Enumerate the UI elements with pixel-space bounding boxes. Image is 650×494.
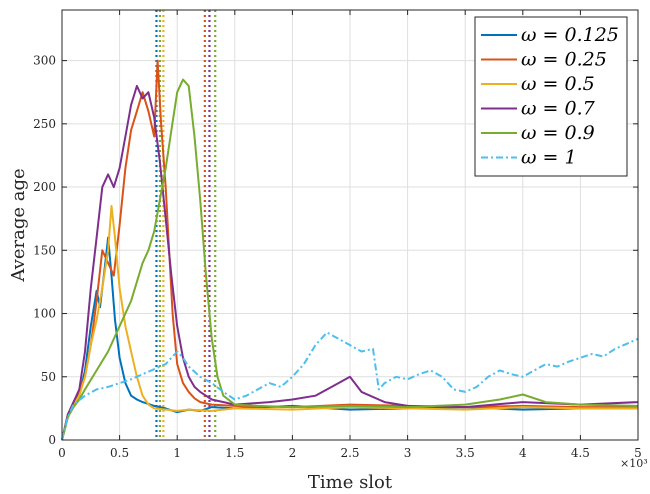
y-tick-label: 250 xyxy=(33,117,56,131)
x-tick-label: 1.5 xyxy=(225,446,244,460)
legend: ω = 0.125 ω = 0.25ω = 0.5 ω = 0.7ω = 0.9 ω … xyxy=(474,16,628,177)
series-line xyxy=(61,331,639,441)
legend-label: ω = 0.7 xyxy=(521,98,596,120)
x-tick-label: 1 xyxy=(173,446,181,460)
x-tick-label: 0 xyxy=(58,446,66,460)
x-tick-label: 0.5 xyxy=(110,446,129,460)
y-tick-label: 150 xyxy=(33,243,56,257)
legend-label: ω = 0.25 xyxy=(521,49,607,71)
y-tick-label: 300 xyxy=(33,54,56,68)
y-tick-label: 200 xyxy=(33,180,56,194)
x-tick-label: 4 xyxy=(519,446,527,460)
x-axis-label: Time slot xyxy=(308,472,393,493)
legend-label: ω = 0.125 xyxy=(521,24,619,46)
series-line xyxy=(61,236,638,441)
y-tick-label: 0 xyxy=(48,433,56,447)
series-line xyxy=(61,78,639,441)
series-line xyxy=(61,205,638,441)
series-line xyxy=(61,84,639,441)
y-tick-label: 100 xyxy=(33,307,56,321)
x-exponent-label: ×10³ xyxy=(620,457,648,470)
series-lines xyxy=(61,59,639,441)
x-tick-label: 2 xyxy=(289,446,297,460)
legend-label: ω = 0.9 xyxy=(521,122,595,144)
legend-label: ω = 1 xyxy=(521,147,577,169)
y-tick-label: 50 xyxy=(41,370,56,384)
y-axis-label: Average age xyxy=(8,168,29,282)
legend-label: ω = 0.5 xyxy=(521,73,595,95)
x-tick-label: 2.5 xyxy=(340,446,359,460)
x-tick-label: 5 xyxy=(634,446,642,460)
x-tick-label: 3.5 xyxy=(456,446,475,460)
x-tick-label: 4.5 xyxy=(571,446,590,460)
legend-box xyxy=(474,16,628,177)
x-tick-label: 3 xyxy=(404,446,412,460)
